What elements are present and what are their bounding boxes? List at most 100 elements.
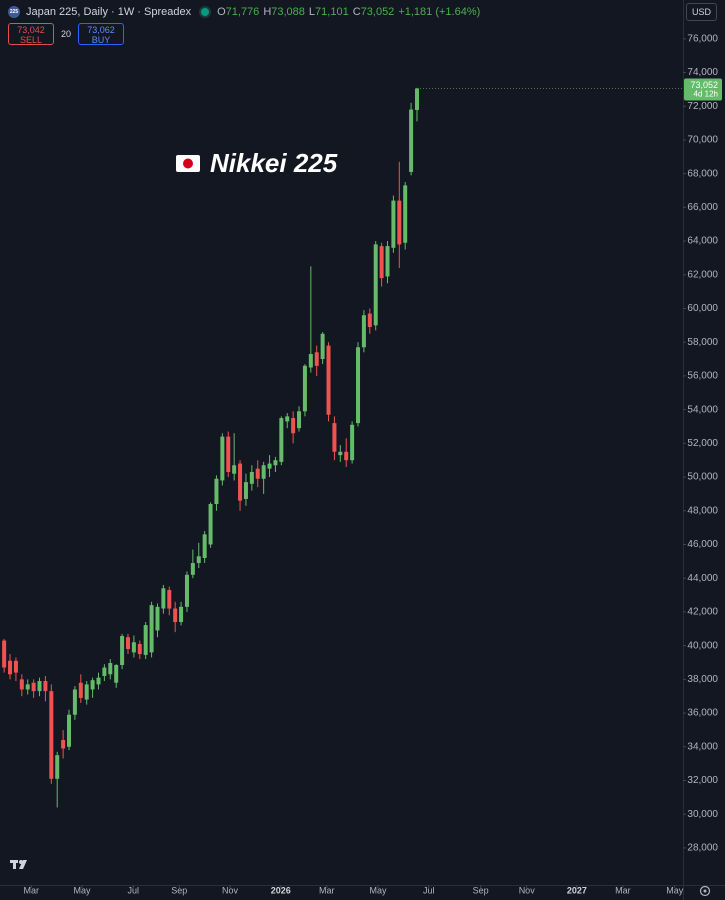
currency-button[interactable]: USD [686, 3, 717, 21]
candle [314, 345, 319, 376]
candle [232, 433, 237, 481]
ohlc-value: 71,776 [225, 6, 260, 18]
candle [249, 465, 254, 491]
candle-body [232, 465, 237, 474]
buy-button[interactable]: 73,062 BUY [78, 23, 124, 45]
candle [367, 308, 372, 334]
y-tick-label: 54,000 [687, 404, 718, 415]
candle-body [385, 246, 390, 277]
candle-body [243, 482, 248, 499]
candle-body [356, 347, 361, 424]
y-tick-label: 28,000 [687, 843, 718, 854]
x-tick-label: Mar [319, 885, 335, 895]
candle-body [131, 642, 136, 653]
candle-body [361, 315, 366, 348]
candle-body [267, 463, 272, 469]
y-tick-label: 66,000 [687, 202, 718, 213]
candle-body [391, 200, 396, 248]
candle-body [338, 451, 343, 456]
candle [131, 635, 136, 658]
candle-body [249, 472, 254, 484]
x-tick-label: May [370, 885, 388, 895]
candle [90, 677, 95, 698]
candle-body [167, 590, 172, 609]
candle-body [273, 460, 278, 466]
candle-body [31, 682, 36, 692]
candle-body [279, 418, 284, 462]
candle-body [125, 637, 130, 649]
candle [102, 664, 107, 682]
candle [391, 195, 396, 253]
candle-body [314, 352, 319, 366]
candle [414, 87, 419, 122]
ohlc-label: C [352, 6, 361, 18]
candle [279, 416, 284, 466]
y-tick-label: 50,000 [687, 472, 718, 483]
candle [155, 603, 160, 638]
candle-body [308, 354, 313, 368]
candle-body [350, 424, 355, 461]
candle [379, 242, 384, 287]
candle-body [367, 313, 372, 328]
candle-body [13, 660, 18, 673]
countdown: 4d 12h [694, 90, 718, 99]
candle-body [72, 689, 77, 715]
candle [332, 416, 337, 461]
candle-body [143, 625, 148, 655]
x-tick-label: Sep [473, 885, 489, 895]
candle [120, 633, 125, 670]
settings-icon[interactable] [699, 885, 711, 897]
candle [220, 433, 225, 486]
candle-body [320, 333, 325, 360]
candle-body [196, 556, 201, 564]
y-tick-label: 30,000 [687, 809, 718, 820]
candle [196, 542, 201, 569]
candle [361, 310, 366, 353]
candle-body [414, 88, 419, 110]
candle [167, 586, 172, 616]
candle [409, 102, 414, 176]
candle [179, 601, 184, 626]
candle [125, 633, 130, 655]
candle [149, 601, 154, 658]
x-tick-label: 2027 [567, 885, 587, 895]
candle [19, 674, 24, 697]
candle [350, 421, 355, 464]
market-status [199, 6, 212, 18]
candle [55, 751, 60, 808]
candle-body [344, 451, 349, 461]
x-tick-label: Jul [128, 885, 140, 895]
candle-body [302, 365, 307, 412]
candle [43, 675, 48, 702]
last-price-box [684, 78, 722, 101]
candle [25, 679, 30, 695]
candle-body [25, 684, 30, 690]
candle-body [67, 714, 72, 747]
flag [176, 155, 200, 172]
quantity[interactable]: 20 [61, 29, 72, 39]
y-tick-label: 68,000 [687, 168, 718, 179]
candle-body [332, 423, 337, 452]
y-tick-label: 48,000 [687, 505, 718, 516]
sell-label: SELL [19, 35, 43, 45]
annotation: Nikkei 225 [210, 148, 338, 178]
candle-body [179, 606, 184, 623]
symbol-icon: 225 [8, 6, 20, 18]
y-tick-label: 56,000 [687, 371, 718, 382]
candle-body [43, 681, 48, 692]
candle-body [120, 636, 125, 666]
candle [61, 729, 66, 759]
candle [2, 638, 7, 673]
sell-button[interactable]: 73,042 SELL [8, 23, 54, 45]
candle-body [261, 465, 266, 479]
candle-body [108, 662, 113, 675]
candle-body [2, 640, 7, 668]
candle [403, 182, 408, 250]
logo [10, 860, 27, 869]
candle-body [173, 608, 178, 623]
candle-body [208, 504, 213, 545]
y-tick-label: 46,000 [687, 539, 718, 550]
candle-body [326, 345, 331, 415]
